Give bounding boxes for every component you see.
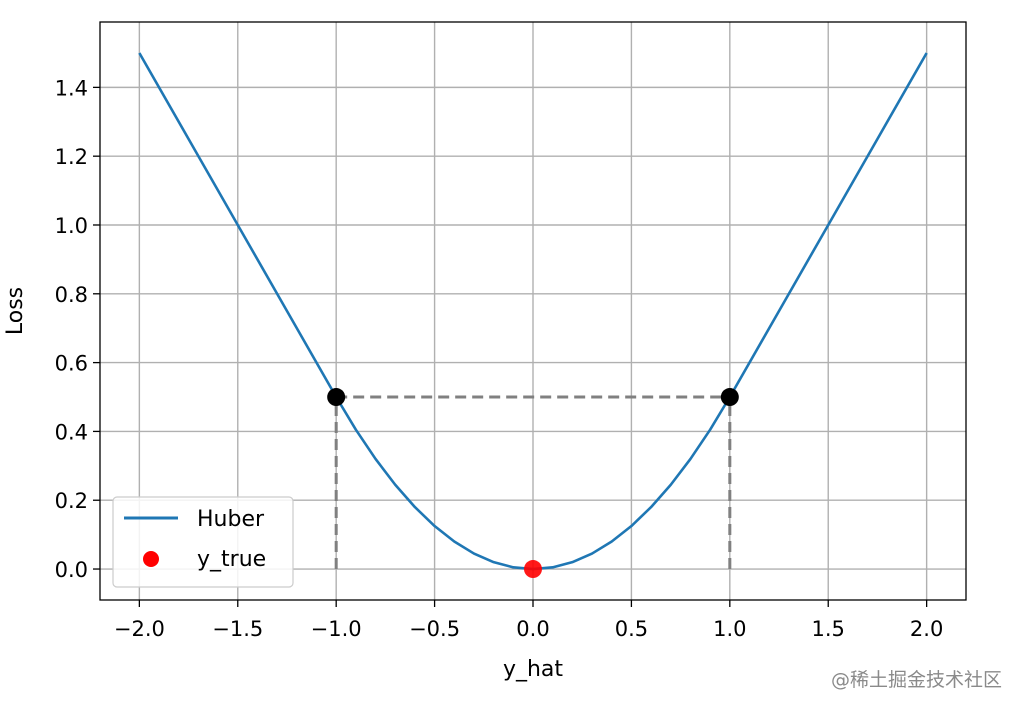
x-tick-label: 0.0 (516, 617, 549, 641)
y-tick-label: 0.8 (55, 283, 88, 307)
watermark: @稀土掘金技术社区 (830, 669, 1002, 691)
legend-y-true-swatch (143, 551, 159, 567)
y-tick-label: 0.0 (55, 558, 88, 582)
y-tick-label: 1.0 (55, 214, 88, 238)
legend: Huber y_true (112, 496, 294, 588)
x-tick-label: 1.5 (812, 617, 845, 641)
x-tick-label: 0.5 (615, 617, 648, 641)
ticks: −2.0 −1.5 −1.0 −0.5 0.0 0.5 1.0 1.5 2.0 0.0 0.2 0.4… (55, 76, 944, 641)
x-tick-label: −0.5 (409, 617, 460, 641)
y-tick-label: 1.4 (55, 76, 88, 100)
x-tick-label: −1.5 (212, 617, 263, 641)
x-tick-label: −2.0 (114, 617, 165, 641)
legend-huber-label: Huber (197, 507, 265, 532)
threshold-point (720, 388, 739, 407)
points-layer (327, 388, 739, 579)
y-axis-label: Loss (3, 287, 28, 335)
y-tick-label: 0.6 (55, 352, 88, 376)
x-tick-label: 2.0 (910, 617, 943, 641)
legend-y-true-label: y_true (197, 547, 266, 572)
y-true-point (524, 560, 542, 579)
threshold-point (327, 388, 346, 407)
x-tick-label: 1.0 (713, 617, 746, 641)
y-tick-label: 1.2 (55, 145, 88, 169)
y-tick-label: 0.4 (55, 420, 88, 444)
x-tick-label: −1.0 (311, 617, 362, 641)
y-tick-label: 0.2 (55, 489, 88, 513)
guide-lines (334, 395, 732, 570)
x-axis-label: y_hat (503, 657, 563, 682)
